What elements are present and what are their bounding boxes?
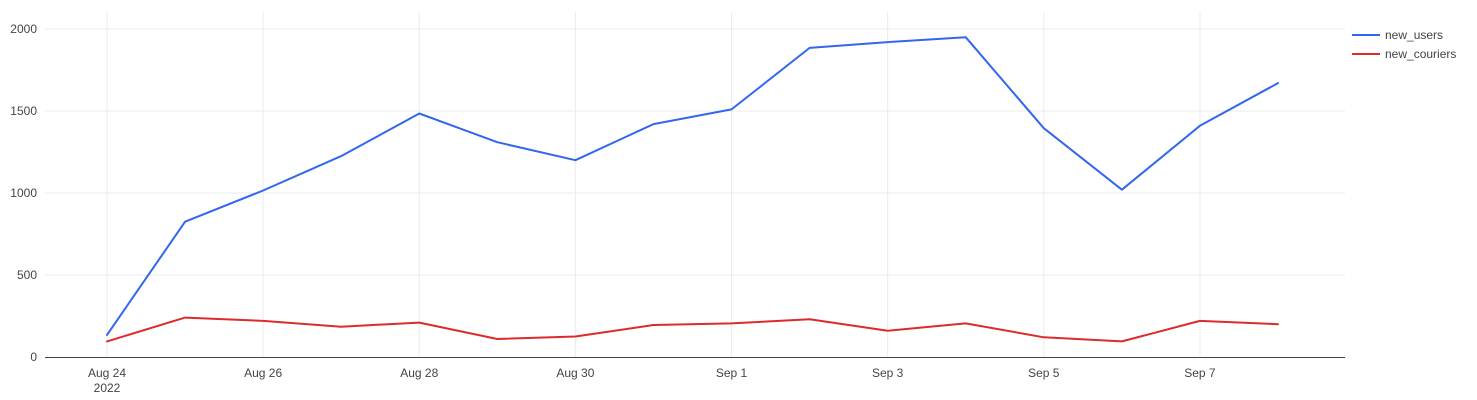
y-tick-label: 1500: [10, 104, 37, 118]
data-point-new-users[interactable]: [647, 118, 659, 130]
data-point-new-couriers[interactable]: [1038, 331, 1050, 343]
legend-item-new-users[interactable]: new_users: [1352, 28, 1443, 42]
data-point-new-couriers[interactable]: [1116, 335, 1128, 347]
x-tick-label: Sep 5: [1028, 366, 1060, 380]
data-point-new-users[interactable]: [960, 31, 972, 43]
legend-label: new_couriers: [1385, 47, 1456, 61]
x-tick-label: Aug 26: [244, 366, 282, 380]
series-line-new-users: [106, 36, 1279, 336]
grid: [45, 12, 1345, 357]
y-tick-label: 500: [17, 268, 37, 282]
data-point-new-couriers[interactable]: [882, 325, 894, 337]
legend[interactable]: new_users new_couriers: [1352, 28, 1456, 61]
y-tick-label: 0: [30, 350, 37, 364]
x-tick-label: Aug 28: [400, 366, 438, 380]
data-point-new-users[interactable]: [569, 154, 581, 166]
data-point-new-couriers[interactable]: [569, 331, 581, 343]
x-tick-label: Aug 24: [88, 366, 126, 380]
data-point-new-couriers[interactable]: [1194, 315, 1206, 327]
legend-item-new-couriers[interactable]: new_couriers: [1352, 47, 1456, 61]
data-point-new-couriers[interactable]: [726, 317, 738, 329]
data-point-new-users[interactable]: [257, 185, 269, 197]
data-point-new-users[interactable]: [1038, 122, 1050, 134]
data-point-new-users[interactable]: [1116, 184, 1128, 196]
legend-label: new_users: [1385, 28, 1443, 42]
data-point-new-couriers[interactable]: [335, 321, 347, 333]
y-tick-label: 2000: [10, 22, 37, 36]
data-point-new-users[interactable]: [882, 36, 894, 48]
data-point-new-couriers[interactable]: [179, 312, 191, 324]
data-point-new-users[interactable]: [726, 103, 738, 115]
plot-area: [101, 31, 1284, 347]
data-point-new-users[interactable]: [335, 150, 347, 162]
data-point-new-couriers[interactable]: [1272, 318, 1284, 330]
data-point-new-users[interactable]: [1194, 120, 1206, 132]
x-tick-label: Sep 7: [1184, 366, 1216, 380]
data-point-new-couriers[interactable]: [101, 335, 113, 347]
data-point-new-couriers[interactable]: [804, 313, 816, 325]
x-tick-label: Aug 30: [556, 366, 594, 380]
data-point-new-users[interactable]: [1272, 77, 1284, 89]
data-point-new-users[interactable]: [491, 136, 503, 148]
x-tick-sublabel: 2022: [94, 381, 121, 395]
data-point-new-couriers[interactable]: [960, 317, 972, 329]
data-point-new-couriers[interactable]: [491, 333, 503, 345]
x-tick-label: Sep 1: [716, 366, 748, 380]
data-point-new-couriers[interactable]: [647, 319, 659, 331]
data-point-new-users[interactable]: [413, 107, 425, 119]
data-point-new-users[interactable]: [179, 216, 191, 228]
data-point-new-couriers[interactable]: [257, 315, 269, 327]
data-point-new-couriers[interactable]: [413, 317, 425, 329]
data-point-new-users[interactable]: [804, 42, 816, 54]
x-tick-label: Sep 3: [872, 366, 904, 380]
y-tick-label: 1000: [10, 186, 37, 200]
series-line-new-couriers: [106, 316, 1279, 343]
